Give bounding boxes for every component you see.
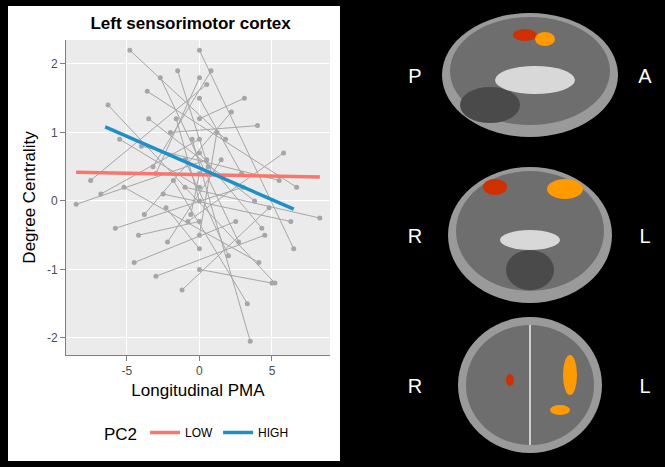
svg-text:-2: -2	[47, 331, 58, 345]
svg-text:Left sensorimotor cortex: Left sensorimotor cortex	[90, 14, 291, 33]
svg-text:2: 2	[51, 57, 58, 71]
svg-text:0: 0	[196, 364, 203, 378]
svg-text:0: 0	[51, 194, 58, 208]
svg-text:R: R	[408, 225, 422, 247]
svg-text:5: 5	[269, 364, 276, 378]
svg-text:Longitudinal PMA: Longitudinal PMA	[131, 381, 265, 400]
svg-text:P: P	[408, 65, 421, 87]
svg-text:-5: -5	[122, 364, 133, 378]
svg-text:L: L	[639, 375, 650, 397]
svg-text:HIGH: HIGH	[258, 426, 288, 440]
svg-text:A: A	[638, 65, 652, 87]
svg-text:-1: -1	[47, 263, 58, 277]
svg-text:1: 1	[51, 126, 58, 140]
svg-text:L: L	[639, 225, 650, 247]
svg-text:Degree Centrality: Degree Centrality	[20, 131, 39, 264]
svg-text:R: R	[408, 375, 422, 397]
svg-text:PC2: PC2	[104, 425, 137, 444]
svg-text:LOW: LOW	[185, 426, 213, 440]
